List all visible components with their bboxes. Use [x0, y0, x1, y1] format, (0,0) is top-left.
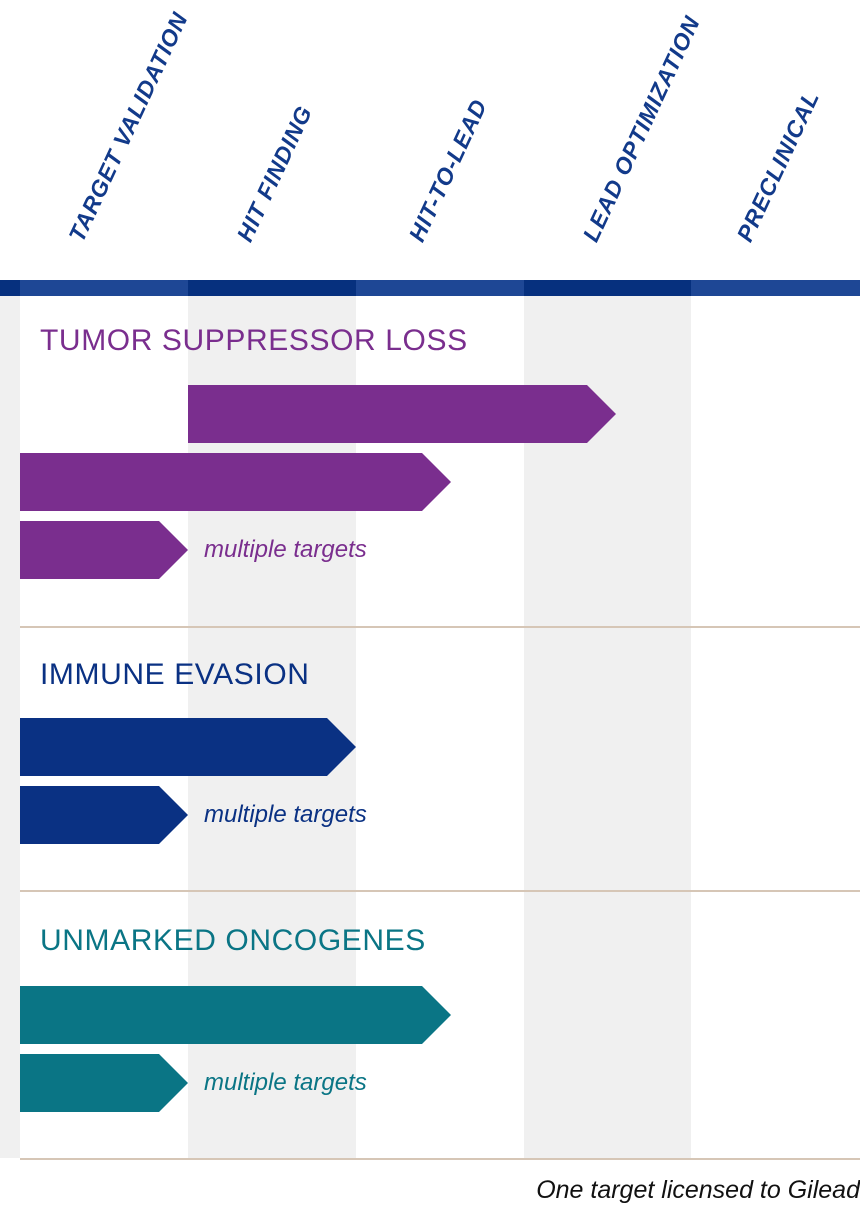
- column-shade-left-gutter: [0, 296, 20, 1158]
- header-bar-segment-1: [20, 280, 188, 296]
- section-title-tumor-suppressor-loss: TUMOR SUPPRESSOR LOSS: [40, 324, 468, 357]
- header-bar-segment-2: [188, 280, 356, 296]
- program-bar-tumor-3: [20, 521, 188, 579]
- program-note-immune-2: multiple targets: [204, 801, 367, 828]
- program-bar-immune-1: [20, 718, 356, 776]
- program-bar-oncogene-1: [20, 986, 451, 1044]
- header-bar-segment-3: [356, 280, 524, 296]
- column-band-preclinical: [691, 296, 860, 1158]
- footer-divider: [20, 1158, 860, 1160]
- stage-label-target-validation: TARGET VALIDATION: [63, 8, 193, 246]
- stage-label-preclinical: PRECLINICAL: [731, 86, 825, 246]
- header-bar-segment-4: [524, 280, 691, 296]
- section-immune-evasion: IMMUNE EVASION multiple targets: [0, 628, 860, 890]
- section-title-immune-evasion: IMMUNE EVASION: [40, 658, 310, 691]
- stage-header-row: TARGET VALIDATION HIT FINDING HIT-TO-LEA…: [0, 0, 860, 280]
- program-bar-tumor-2: [20, 453, 451, 511]
- program-note-oncogene-2: multiple targets: [204, 1069, 367, 1096]
- section-title-unmarked-oncogenes: UNMARKED ONCOGENES: [40, 924, 426, 957]
- stage-header-bar: [0, 280, 860, 296]
- header-bar-segment-0: [0, 280, 20, 296]
- stage-label-lead-optimization: LEAD OPTIMIZATION: [577, 11, 705, 246]
- section-divider-2: [20, 890, 860, 892]
- program-bar-immune-2: [20, 786, 188, 844]
- program-note-tumor-3: multiple targets: [204, 536, 367, 563]
- section-divider-1: [20, 626, 860, 628]
- program-bar-tumor-1: [188, 385, 616, 443]
- stage-label-hit-to-lead: HIT-TO-LEAD: [403, 94, 493, 246]
- footer-note: One target licensed to Gilead: [536, 1176, 860, 1204]
- stage-label-hit-finding: HIT FINDING: [231, 101, 318, 246]
- program-bar-oncogene-2: [20, 1054, 188, 1112]
- section-tumor-suppressor-loss: TUMOR SUPPRESSOR LOSS multiple targets: [0, 296, 860, 626]
- section-unmarked-oncogenes: UNMARKED ONCOGENES multiple targets: [0, 892, 860, 1158]
- header-bar-segment-5: [691, 280, 860, 296]
